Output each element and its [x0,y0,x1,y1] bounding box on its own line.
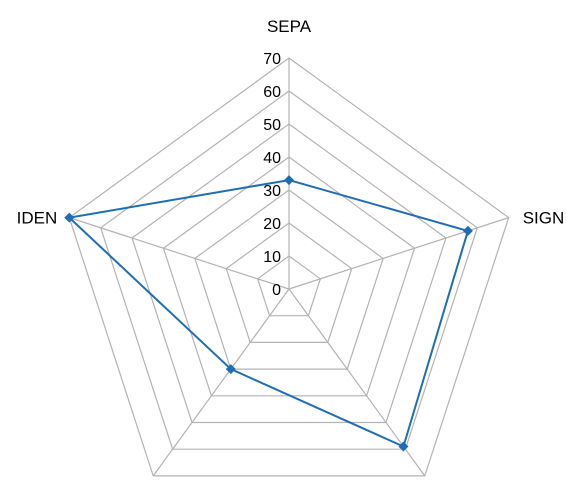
spoke-iden [69,217,290,290]
data-point-ens [225,364,236,375]
tick-label-60: 60 [263,84,281,101]
data-point-reje [398,441,409,452]
grid-ring-70 [68,57,510,477]
data-point-iden [64,212,75,223]
tick-label-70: 70 [263,51,281,68]
grid-ring-30 [194,189,384,370]
category-label-sepa: SEPA [267,17,312,36]
category-label-reje: REJE [427,481,470,484]
grid-ring-10 [256,255,322,317]
tick-label-30: 30 [263,183,281,200]
category-label-iden: IDEN [17,209,58,228]
category-label-sign: SIGN [523,209,565,228]
spoke-ens [152,288,290,477]
data-point-sepa [284,175,294,186]
tick-label-40: 40 [263,150,281,167]
grid-ring-50 [131,123,447,424]
tick-label-50: 50 [263,117,281,134]
radar-tick-labels: 0 10 20 30 40 50 60 70 [263,51,281,299]
tick-label-10: 10 [263,249,281,266]
radar-spokes [69,58,509,477]
grid-ring-20 [225,222,353,343]
radar-series [64,175,473,452]
radar-category-labels: SEPA SIGN REJE ENS IDEN [17,17,565,484]
category-label-ens: ENS [116,481,151,484]
series-line-0 [67,179,470,448]
radar-grid [68,57,510,477]
spoke-sign [288,217,509,290]
tick-label-0: 0 [272,282,281,299]
grid-ring-60 [99,90,479,450]
data-point-sign [462,225,473,236]
tick-label-20: 20 [263,216,281,233]
